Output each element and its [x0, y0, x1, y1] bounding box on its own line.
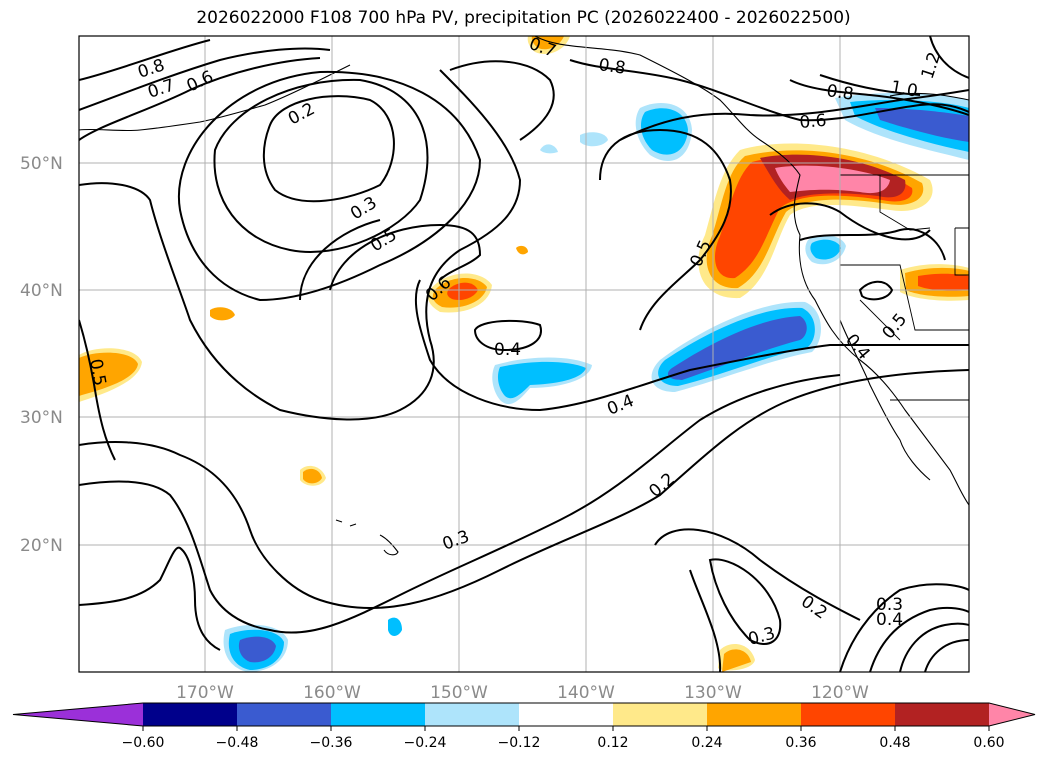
precip-positive-region — [210, 307, 235, 321]
precip-negative-region — [810, 239, 841, 260]
lon-label: 140°W — [557, 683, 615, 703]
lat-label: 30°N — [20, 408, 63, 428]
coastline — [79, 36, 969, 556]
map-area — [79, 36, 969, 672]
colorbar-tick-label: 0.24 — [691, 735, 722, 751]
contour-label: 0.4 — [494, 340, 521, 360]
contour-label: 0.6 — [799, 111, 828, 133]
contour-labels: 0.8 0.7 0.6 0.2 0.3 0.5 0.7 0.8 1.2 0.8 … — [85, 34, 945, 650]
precip-positive-region — [918, 273, 969, 291]
precip-positive-region — [722, 649, 751, 672]
colorbar-segment — [895, 703, 990, 726]
contour-label: 0.3 — [876, 595, 903, 615]
colorbar-segment — [237, 703, 332, 726]
contour-label: 0.8 — [825, 81, 855, 105]
contour-label: 1.0 — [889, 77, 919, 101]
longitude-labels: 170°W 160°W 150°W 140°W 130°W 120°W — [176, 683, 869, 703]
precip-positive-region — [775, 165, 890, 194]
colorbar-tick-label: 0.60 — [973, 735, 1004, 751]
colorbar-segment — [425, 703, 520, 726]
precip-negative-region — [667, 316, 807, 380]
precip-negative-region — [580, 132, 608, 147]
precip-positive-region — [531, 36, 564, 50]
colorbar-tick-label: −0.48 — [216, 735, 259, 751]
precip-negative-region — [238, 636, 276, 663]
lon-label: 170°W — [176, 683, 234, 703]
precip-positive-region — [447, 282, 478, 300]
contour-label: 0.8 — [597, 55, 627, 79]
colorbar-segment — [613, 703, 708, 726]
colorbar-segment — [331, 703, 426, 726]
lat-label: 40°N — [20, 281, 63, 301]
precip-positive-region — [516, 245, 528, 255]
colorbar-tick-label: 0.48 — [879, 735, 910, 751]
colorbar-segment — [801, 703, 896, 726]
contour-label: 0.4 — [876, 610, 903, 630]
map-frame — [78, 35, 970, 673]
colorbar-tick-label: −0.12 — [498, 735, 541, 751]
precip-negative-region — [388, 617, 402, 636]
lat-label: 20°N — [20, 536, 63, 556]
graticule — [79, 36, 969, 672]
colorbar-tick-label: 0.36 — [785, 735, 816, 751]
pv-contours — [79, 36, 969, 672]
colorbar-tick-label: −0.36 — [310, 735, 353, 751]
colorbar: −0.60 −0.48 −0.36 −0.24 −0.12 0.12 0.24 0.36 0.4… — [12, 702, 1036, 751]
colorbar-segment — [519, 703, 614, 726]
political-borders — [840, 174, 969, 401]
precip-negative-region — [497, 361, 586, 399]
lon-label: 160°W — [303, 683, 361, 703]
precip-negative-region — [875, 108, 969, 142]
lon-label: 150°W — [430, 683, 488, 703]
contour-label: 0.5 — [85, 357, 109, 387]
map-content — [79, 36, 969, 672]
colorbar-segment — [707, 703, 802, 726]
colorbar-tick-label: 0.12 — [597, 735, 628, 751]
lat-label: 50°N — [20, 154, 63, 174]
map-title: 2026022000 F108 700 hPa PV, precipitatio… — [196, 8, 851, 28]
colorbar-segment — [143, 703, 238, 726]
colorbar-extend-low — [13, 703, 143, 726]
colorbar-tick-label: −0.24 — [404, 735, 447, 751]
latitude-labels: 50°N 40°N 30°N 20°N — [20, 154, 63, 556]
colorbar-extend-high — [989, 703, 1035, 726]
colorbar-tick-label: −0.60 — [122, 735, 165, 751]
precip-positive-region — [303, 468, 322, 484]
precip-negative-region — [540, 144, 558, 154]
lon-label: 130°W — [684, 683, 742, 703]
lon-label: 120°W — [811, 683, 869, 703]
